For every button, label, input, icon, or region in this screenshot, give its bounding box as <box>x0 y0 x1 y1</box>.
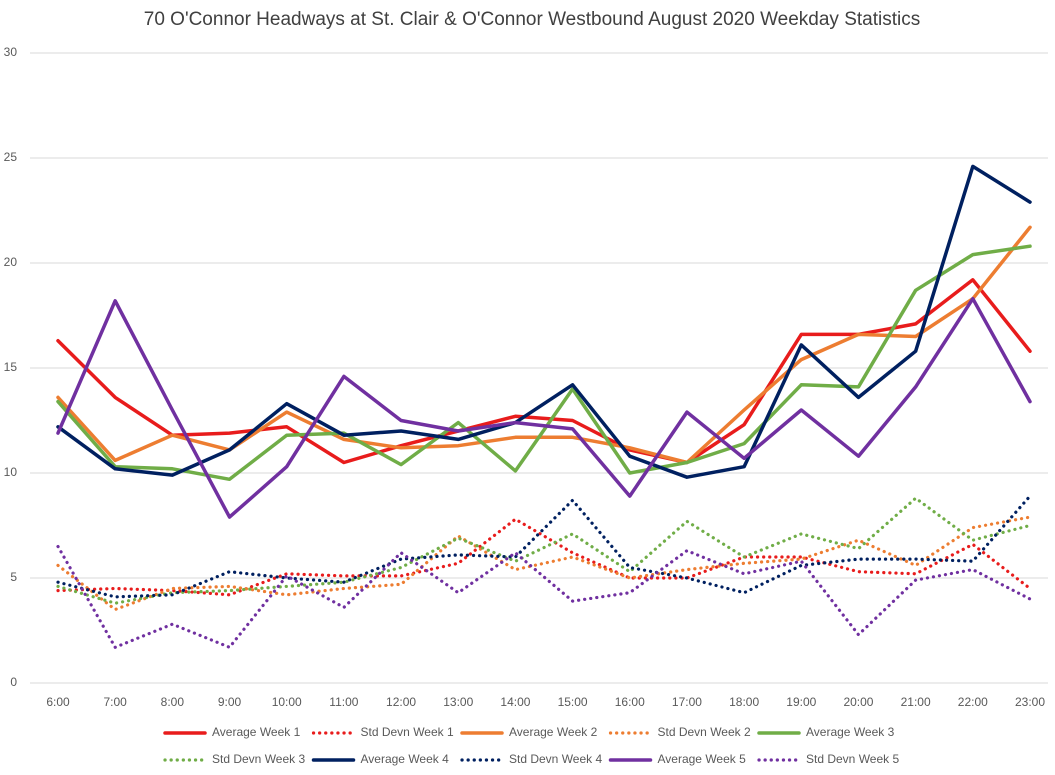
y-tick-label: 0 <box>10 675 17 689</box>
x-tick-label: 9:00 <box>218 695 242 709</box>
legend-label: Std Devn Week 3 <box>212 752 305 766</box>
legend-label: Std Devn Week 1 <box>361 725 454 739</box>
x-tick-label: 10:00 <box>272 695 302 709</box>
series-line <box>56 278 1032 465</box>
series-line <box>56 164 1032 479</box>
y-tick-label: 5 <box>10 570 17 584</box>
legend-label: Average Week 5 <box>658 752 747 766</box>
x-tick-label: 19:00 <box>786 695 816 709</box>
chart-title: 70 O'Connor Headways at St. Clair & O'Co… <box>144 9 920 30</box>
legend-label: Average Week 1 <box>212 725 301 739</box>
y-tick-label: 20 <box>4 255 18 269</box>
x-tick-label: 18:00 <box>729 695 759 709</box>
x-tick-label: 20:00 <box>843 695 873 709</box>
x-tick-label: 16:00 <box>615 695 645 709</box>
series-line <box>56 494 1032 599</box>
legend-label: Average Week 3 <box>806 725 895 739</box>
series-line <box>56 517 1032 597</box>
legend-label: Std Devn Week 5 <box>806 752 899 766</box>
legend-label: Average Week 4 <box>361 752 450 766</box>
x-tick-label: 7:00 <box>103 695 127 709</box>
x-tick-label: 8:00 <box>161 695 185 709</box>
legend-label: Std Devn Week 4 <box>509 752 602 766</box>
x-tick-label: 15:00 <box>558 695 588 709</box>
series-line <box>56 296 1032 519</box>
y-tick-label: 10 <box>4 465 18 479</box>
x-tick-label: 23:00 <box>1015 695 1045 709</box>
x-tick-label: 11:00 <box>329 695 358 709</box>
series-line <box>56 244 1032 482</box>
x-tick-label: 12:00 <box>386 695 416 709</box>
x-tick-label: 14:00 <box>500 695 530 709</box>
legend-label: Std Devn Week 2 <box>658 725 751 739</box>
x-tick-label: 6:00 <box>46 695 70 709</box>
y-tick-label: 15 <box>4 360 18 374</box>
series-line <box>56 225 1032 465</box>
x-tick-label: 22:00 <box>958 695 988 709</box>
x-tick-label: 13:00 <box>443 695 473 709</box>
x-tick-label: 21:00 <box>901 695 931 709</box>
y-tick-label: 30 <box>4 45 18 59</box>
series-line <box>56 515 1032 612</box>
y-tick-label: 25 <box>4 150 18 164</box>
x-tick-label: 17:00 <box>672 695 702 709</box>
series-line <box>56 544 1032 650</box>
series-line <box>56 496 1032 605</box>
legend-label: Average Week 2 <box>509 725 598 739</box>
